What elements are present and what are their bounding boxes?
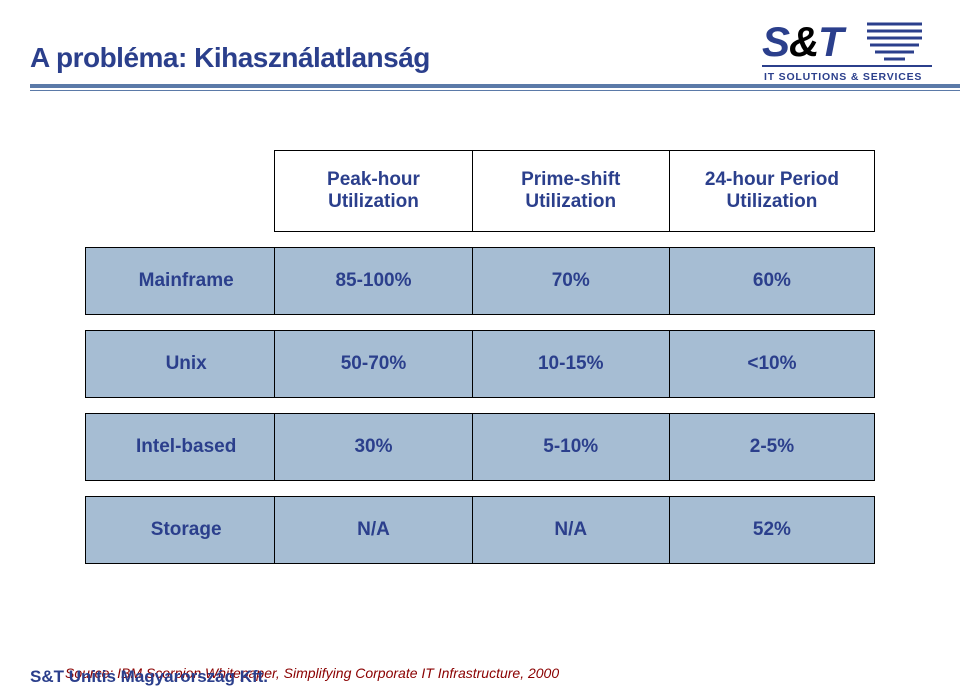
row-label: Mainframe bbox=[86, 248, 275, 315]
table-row: Unix 50-70% 10-15% <10% bbox=[86, 331, 875, 398]
row-label: Storage bbox=[86, 497, 275, 564]
cell: 10-15% bbox=[472, 331, 669, 398]
svg-text:T: T bbox=[818, 18, 847, 65]
underline-thick bbox=[30, 84, 960, 88]
row-label: Unix bbox=[86, 331, 275, 398]
cell: 5-10% bbox=[472, 414, 669, 481]
cell: 70% bbox=[472, 248, 669, 315]
underline-thin bbox=[30, 90, 960, 91]
table-row: Mainframe 85-100% 70% 60% bbox=[86, 248, 875, 315]
footer-company: S&T Unitis Magyarország Kft. bbox=[30, 667, 268, 687]
logo-subtext: IT SOLUTIONS & SERVICES bbox=[764, 71, 922, 83]
page-title: A probléma: Kihasználatlanság bbox=[30, 42, 430, 74]
cell: 85-100% bbox=[275, 248, 472, 315]
table-row: Storage N/A N/A 52% bbox=[86, 497, 875, 564]
title-underline bbox=[30, 84, 960, 91]
utilization-table: Peak-hour Utilization Prime-shift Utiliz… bbox=[85, 150, 875, 564]
cell: <10% bbox=[669, 331, 874, 398]
table-row: Intel-based 30% 5-10% 2-5% bbox=[86, 414, 875, 481]
header-cell: Prime-shift Utilization bbox=[472, 151, 669, 232]
cell: N/A bbox=[472, 497, 669, 564]
header-cell-empty bbox=[86, 151, 275, 232]
svg-text:S: S bbox=[762, 18, 790, 65]
table-header-row: Peak-hour Utilization Prime-shift Utiliz… bbox=[86, 151, 875, 232]
svg-text:&: & bbox=[789, 18, 819, 65]
cell: N/A bbox=[275, 497, 472, 564]
cell: 30% bbox=[275, 414, 472, 481]
cell: 52% bbox=[669, 497, 874, 564]
row-label: Intel-based bbox=[86, 414, 275, 481]
cell: 50-70% bbox=[275, 331, 472, 398]
brand-logo: S & T IT SOLUTIONS & SERVICES bbox=[762, 18, 932, 88]
header-cell: Peak-hour Utilization bbox=[275, 151, 472, 232]
cell: 2-5% bbox=[669, 414, 874, 481]
cell: 60% bbox=[669, 248, 874, 315]
header: A probléma: Kihasználatlanság S & T IT S… bbox=[0, 0, 960, 120]
header-cell: 24-hour Period Utilization bbox=[669, 151, 874, 232]
